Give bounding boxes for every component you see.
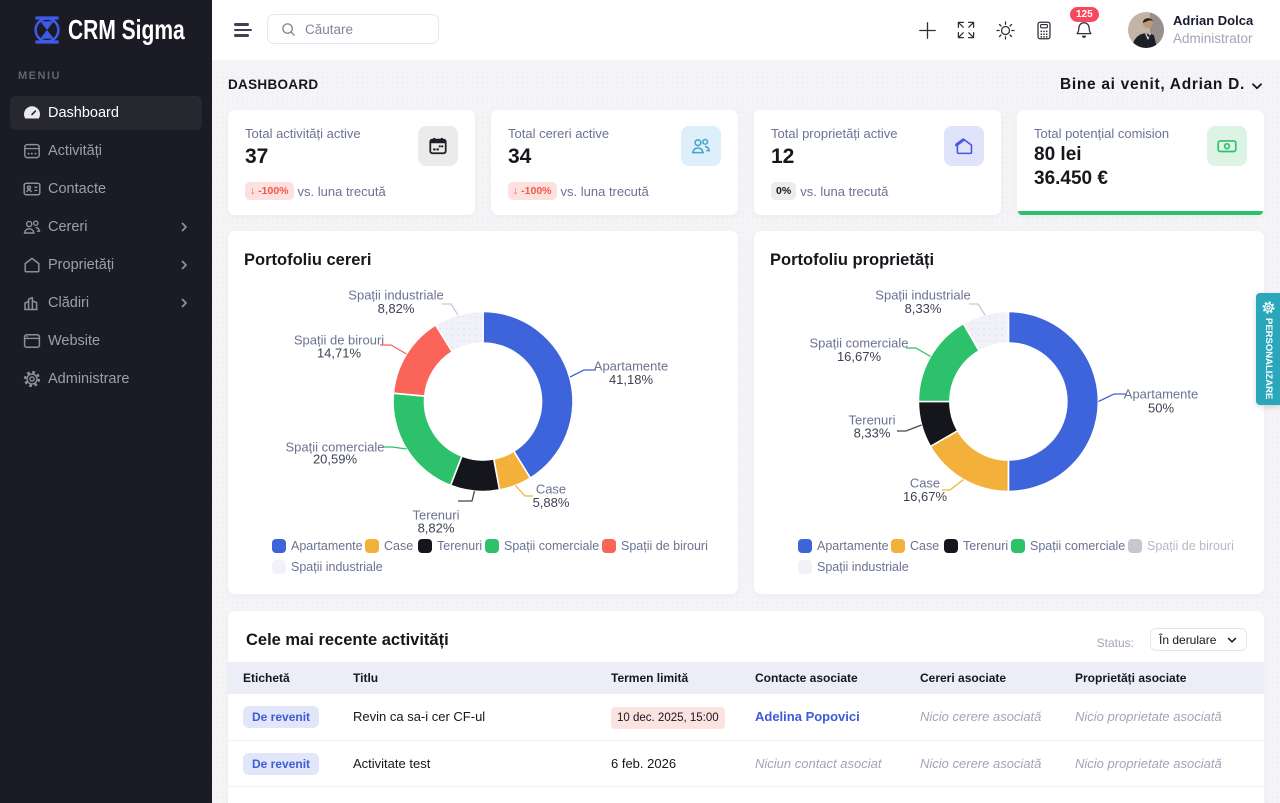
svg-text:8,82%: 8,82%	[378, 301, 415, 316]
svg-text:20,59%: 20,59%	[313, 452, 358, 467]
svg-text:50%: 50%	[1148, 401, 1174, 416]
svg-text:16,67%: 16,67%	[837, 349, 882, 364]
svg-text:Spații comerciale: Spații comerciale	[286, 440, 385, 455]
svg-text:16,67%: 16,67%	[903, 489, 948, 504]
svg-text:Apartamente: Apartamente	[594, 359, 668, 374]
svg-text:Terenuri: Terenuri	[413, 508, 460, 523]
svg-text:Apartamente: Apartamente	[1124, 387, 1198, 402]
svg-text:Spații industriale: Spații industriale	[348, 288, 443, 303]
svg-text:Spații de birouri: Spații de birouri	[294, 333, 384, 348]
svg-text:41,18%: 41,18%	[609, 372, 654, 387]
svg-text:8,33%: 8,33%	[905, 301, 942, 316]
svg-text:14,71%: 14,71%	[317, 346, 362, 361]
svg-text:Terenuri: Terenuri	[849, 413, 896, 428]
svg-text:Spații comerciale: Spații comerciale	[810, 336, 909, 351]
svg-text:5,88%: 5,88%	[533, 495, 570, 510]
svg-text:8,33%: 8,33%	[854, 426, 891, 441]
svg-text:Case: Case	[536, 482, 566, 497]
svg-text:8,82%: 8,82%	[418, 521, 455, 536]
svg-text:Spații industriale: Spații industriale	[875, 288, 970, 303]
svg-text:Case: Case	[910, 476, 940, 491]
